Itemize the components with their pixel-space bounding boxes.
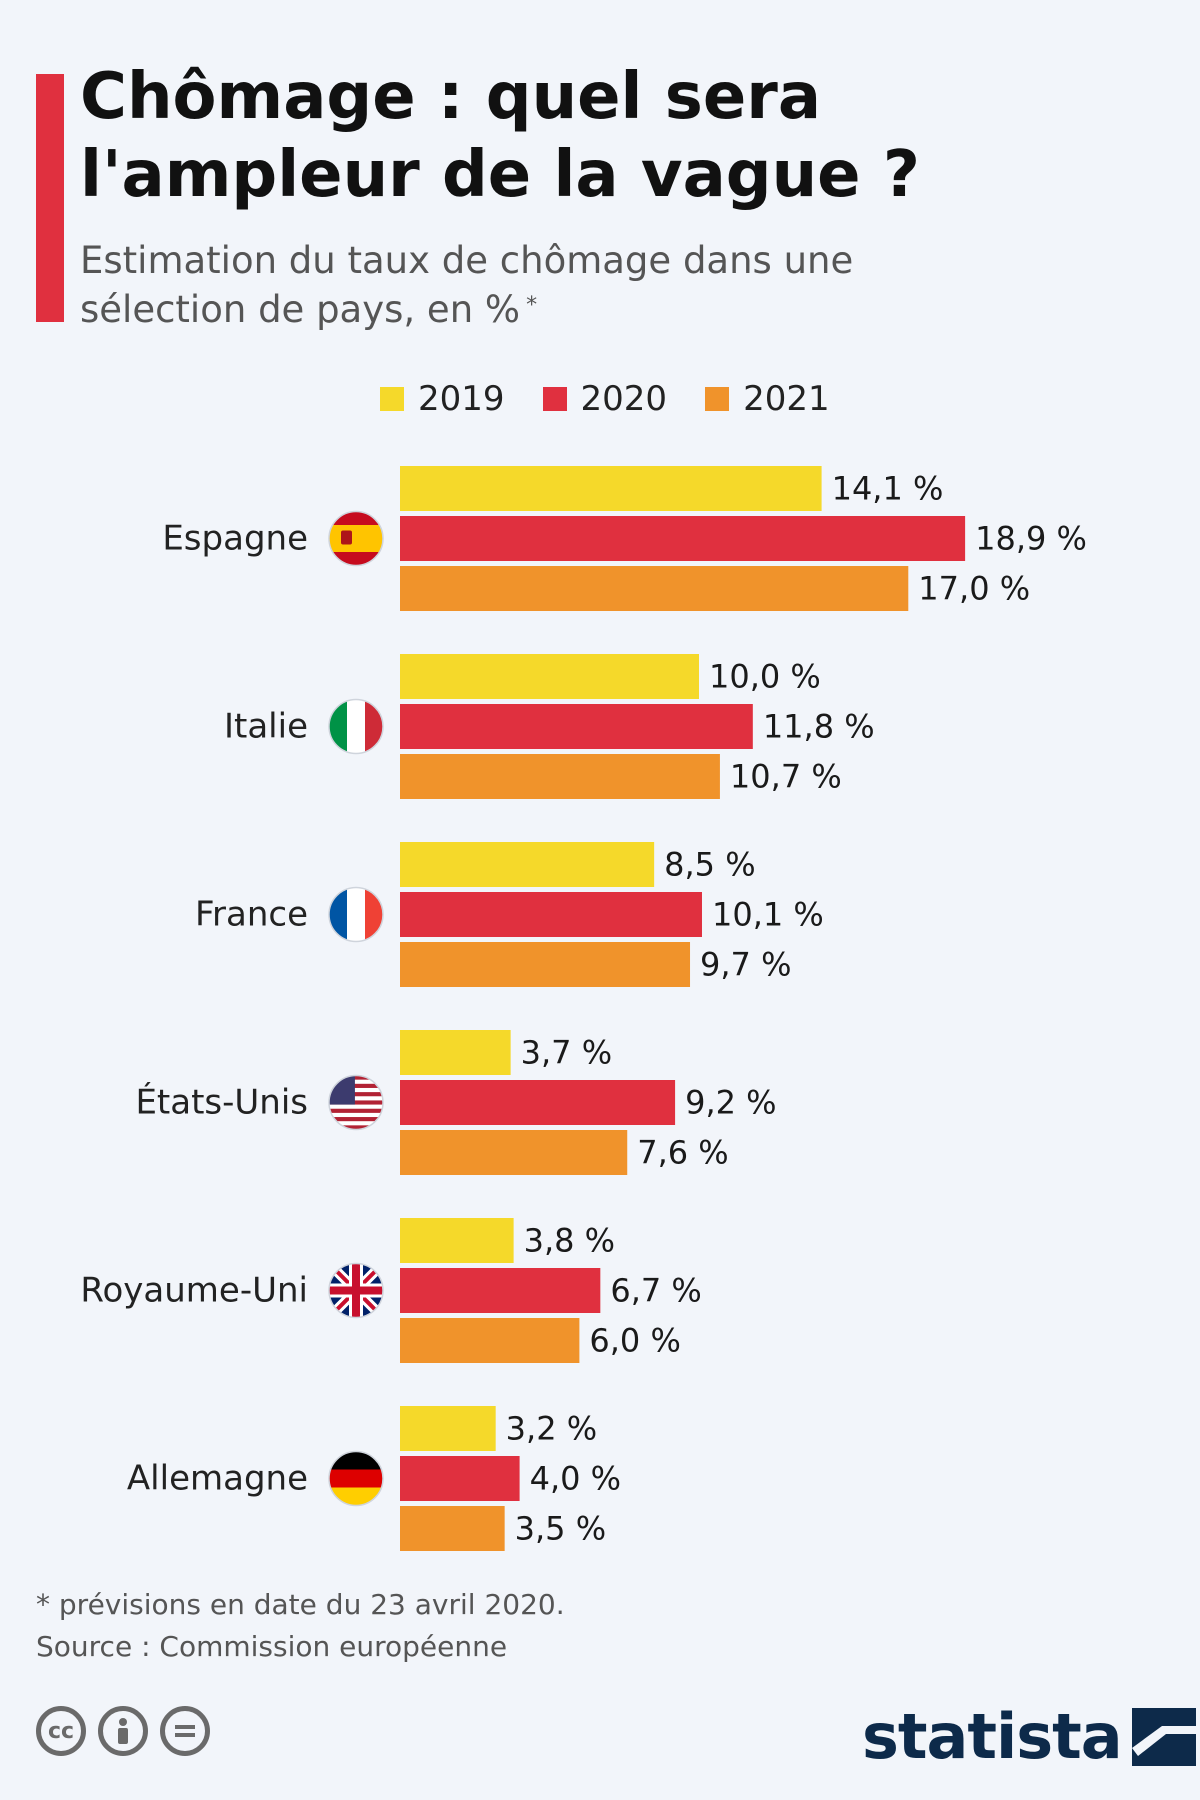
by-icon[interactable]: [98, 1706, 148, 1756]
data-label: 3,7 %: [521, 1034, 612, 1072]
title-accent-bar: [36, 74, 64, 322]
source-note: Source : Commission européenne: [36, 1630, 508, 1663]
page-title: Chômage : quel sera l'ampleur de la vagu…: [80, 60, 920, 212]
category-group: Royaume-Uni 3,8 % 6,7 % 6,0 %: [80, 1218, 702, 1363]
cc-icon[interactable]: cc: [36, 1706, 86, 1756]
bar-2019: [400, 1030, 511, 1075]
category-label: États-Unis: [135, 1082, 308, 1123]
bar-2020: [400, 1268, 601, 1313]
bar-2020: [400, 1080, 676, 1125]
data-label: 9,2 %: [685, 1084, 776, 1122]
data-label: 8,5 %: [664, 846, 755, 884]
bar-2021: [400, 1130, 628, 1175]
legend-item-2019: 2019: [380, 379, 505, 419]
category-label: Espagne: [162, 519, 308, 559]
data-label: 11,8 %: [763, 708, 875, 746]
data-label: 3,8 %: [524, 1222, 615, 1260]
data-label: 10,0 %: [709, 658, 821, 696]
legend-item-2021: 2021: [705, 379, 830, 419]
category-group: États-Unis 3,7 % 9,2 % 7,6 %: [135, 1030, 777, 1175]
legend-item-2020: 2020: [542, 379, 668, 419]
category-label: Allemagne: [127, 1459, 308, 1499]
statista-logo-icon: [1131, 1707, 1196, 1766]
category-group: Italie 10,0 % 11,8 % 10,7 %: [224, 654, 875, 799]
category-group: Espagne 14,1 % 18,9 % 17,0 %: [162, 466, 1087, 611]
bar-2021: [400, 1318, 580, 1363]
data-label: 14,1 %: [832, 470, 944, 508]
footnote: * prévisions en date du 23 avril 2020.: [36, 1588, 565, 1621]
bar-2020: [400, 1456, 520, 1501]
data-label: 10,7 %: [730, 758, 842, 796]
france-flag-icon: [329, 887, 383, 942]
data-label: 9,7 %: [700, 946, 791, 984]
legend-label: 2021: [743, 379, 830, 419]
category-group: France 8,5 % 10,1 % 9,7 %: [195, 842, 824, 987]
bar-chart: Espagne 14,1 % 18,9 % 17,0 % Italie 10,0 % 11,…: [80, 466, 1087, 1551]
italy-flag-icon: [329, 699, 383, 754]
data-label: 7,6 %: [637, 1134, 728, 1172]
category-label: Royaume-Uni: [80, 1271, 308, 1311]
bar-2021: [400, 942, 691, 987]
bar-2020: [400, 892, 702, 937]
bar-2021: [400, 1506, 505, 1551]
bar-2020: [400, 704, 753, 749]
subtitle-text: Estimation du taux de chômage dans une s…: [80, 239, 854, 331]
data-label: 18,9 %: [975, 520, 1087, 558]
bar-2021: [400, 754, 720, 799]
bar-2021: [400, 566, 909, 611]
legend-swatch: [705, 387, 730, 411]
category-label: Italie: [224, 707, 308, 747]
data-label: 6,7 %: [610, 1272, 701, 1310]
bar-2019: [400, 654, 699, 699]
statista-logo[interactable]: statista: [862, 1700, 1196, 1773]
bar-2019: [400, 842, 655, 887]
legend-label: 2019: [418, 379, 505, 419]
chart-legend: 2019 2020 2021: [380, 376, 830, 422]
bar-2019: [400, 1406, 496, 1451]
data-label: 4,0 %: [530, 1460, 621, 1498]
data-label: 17,0 %: [918, 570, 1030, 608]
nd-icon[interactable]: [160, 1706, 210, 1756]
spain-flag-icon: [329, 511, 383, 566]
data-label: 3,5 %: [515, 1510, 606, 1548]
brand-name: statista: [862, 1700, 1123, 1773]
legend-swatch: [542, 387, 567, 411]
data-label: 6,0 %: [589, 1322, 680, 1360]
legend-swatch: [380, 387, 404, 411]
bar-2020: [400, 516, 966, 561]
license-badges: cc: [36, 1706, 210, 1756]
category-label: France: [195, 895, 308, 935]
uk-flag-icon: [329, 1263, 383, 1318]
legend-label: 2020: [580, 379, 668, 419]
subtitle-footnote-marker: *: [526, 293, 538, 318]
bar-2019: [400, 1218, 514, 1263]
bar-2019: [400, 466, 822, 511]
category-group: Allemagne 3,2 % 4,0 % 3,5 %: [127, 1406, 621, 1551]
page-subtitle: Estimation du taux de chômage dans une s…: [80, 236, 980, 334]
data-label: 10,1 %: [712, 896, 824, 934]
germany-flag-icon: [329, 1451, 383, 1506]
data-label: 3,2 %: [506, 1410, 597, 1448]
